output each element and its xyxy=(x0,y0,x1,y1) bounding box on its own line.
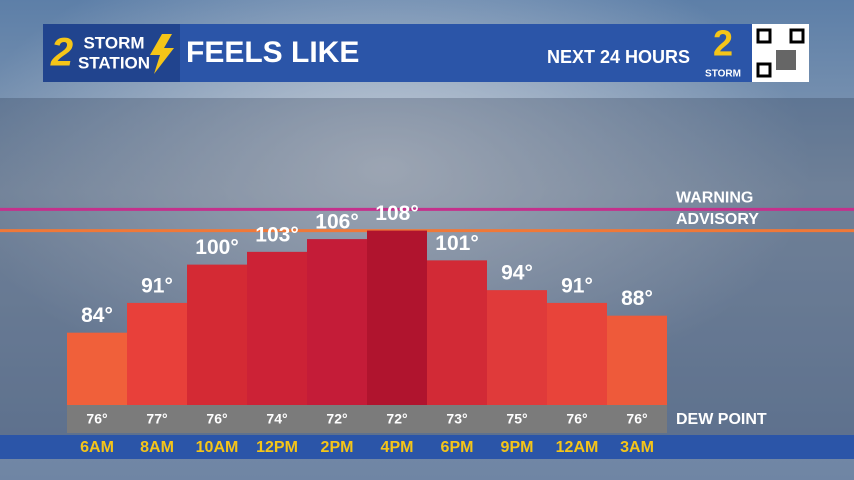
value-label: 91° xyxy=(141,274,173,297)
qr-marker xyxy=(756,28,772,44)
x-tick-label: 12PM xyxy=(256,439,298,456)
header-subtitle: NEXT 24 HOURS xyxy=(547,47,690,67)
value-label: 106° xyxy=(315,211,358,234)
bar xyxy=(187,264,247,405)
time-row xyxy=(0,435,854,459)
logo-number: 2 xyxy=(50,31,73,75)
x-tick-label: 12AM xyxy=(556,439,599,456)
bar xyxy=(487,290,547,405)
x-tick-label: 3AM xyxy=(620,439,654,456)
x-tick-label: 8AM xyxy=(140,439,174,456)
dew-label: 75° xyxy=(506,411,527,427)
dew-cell xyxy=(548,406,606,432)
bar xyxy=(607,315,667,405)
dew-cell xyxy=(308,406,366,432)
dew-label: 74° xyxy=(266,411,287,427)
bar xyxy=(127,302,187,405)
dew-label: 72° xyxy=(386,411,407,427)
x-tick-label: 2PM xyxy=(321,439,354,456)
logo-bottom: STATION xyxy=(78,53,150,72)
value-label: 94° xyxy=(501,262,533,285)
dew-cell xyxy=(188,406,246,432)
bolt-icon xyxy=(150,34,174,74)
value-label: 100° xyxy=(195,236,238,259)
dew-label: 72° xyxy=(326,411,347,427)
logo-top: STORM xyxy=(83,33,144,52)
dew-cell xyxy=(488,406,546,432)
dew-cell xyxy=(68,406,126,432)
bar xyxy=(67,332,127,405)
qr-pattern xyxy=(776,50,796,70)
x-tick-label: 6PM xyxy=(441,439,474,456)
value-label: 84° xyxy=(81,304,113,327)
value-label: 101° xyxy=(435,232,478,255)
bar xyxy=(247,251,307,405)
value-label: 91° xyxy=(561,274,593,297)
value-label: 103° xyxy=(255,223,298,246)
dew-label: 76° xyxy=(86,411,107,427)
dew-cell xyxy=(368,406,426,432)
bar xyxy=(427,260,487,405)
station-logo xyxy=(696,24,750,82)
value-label: 88° xyxy=(621,287,653,310)
dew-label: 73° xyxy=(446,411,467,427)
x-tick-label: 9PM xyxy=(501,439,534,456)
station-logo-text: STORM xyxy=(705,69,741,80)
dew-cell xyxy=(428,406,486,432)
value-label: 108° xyxy=(375,202,418,225)
bar xyxy=(307,239,367,405)
x-tick-label: 4PM xyxy=(381,439,414,456)
station-logo-number: 2 xyxy=(713,23,733,64)
dew-label: 76° xyxy=(206,411,227,427)
bar xyxy=(367,230,427,405)
threshold-label: ADVISORY xyxy=(676,211,759,228)
x-tick-label: 6AM xyxy=(80,439,114,456)
threshold-label: WARNING xyxy=(676,190,753,207)
dew-label: 76° xyxy=(626,411,647,427)
dew-cell xyxy=(128,406,186,432)
dew-label: 77° xyxy=(146,411,167,427)
dew-cell xyxy=(248,406,306,432)
dew-point-label: DEW POINT xyxy=(676,411,767,428)
qr-marker xyxy=(789,28,805,44)
dew-label: 76° xyxy=(566,411,587,427)
x-tick-label: 10AM xyxy=(196,439,239,456)
dew-cell xyxy=(608,406,666,432)
header-title: FEELS LIKE xyxy=(186,36,359,69)
bar xyxy=(547,302,607,405)
qr-marker xyxy=(756,62,772,78)
